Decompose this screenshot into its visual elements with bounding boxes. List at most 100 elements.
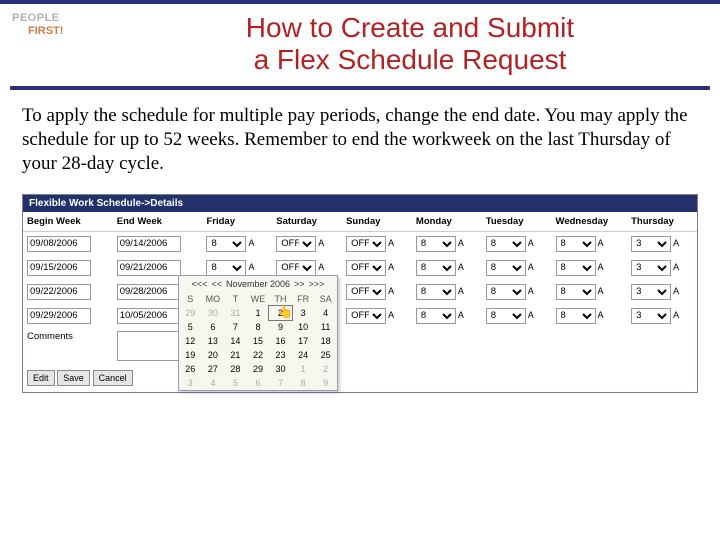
hours-select[interactable]: 8 (556, 260, 596, 276)
hours-select[interactable]: 8 (416, 260, 456, 276)
col-tuesday: Tuesday (482, 212, 552, 232)
calendar-day-cell[interactable]: 4 (314, 306, 337, 320)
end-week-input[interactable] (117, 236, 181, 252)
save-button[interactable]: Save (57, 370, 90, 386)
calendar-day-cell[interactable]: 28 (224, 362, 247, 376)
hours-select[interactable]: OFF (276, 260, 316, 276)
hours-select[interactable]: 8 (416, 308, 456, 324)
calendar-day-cell[interactable]: 22 (247, 348, 270, 362)
table-row: 8AOFFAOFFA8A8A8A3A (23, 280, 697, 304)
calendar-day-cell[interactable]: 9 (269, 320, 292, 334)
am-label: A (673, 310, 679, 320)
calendar-day-cell[interactable]: 27 (202, 362, 225, 376)
end-week-input[interactable] (117, 308, 181, 324)
calendar-day-cell[interactable]: 7 (269, 376, 292, 390)
title-line-2: a Flex Schedule Request (254, 44, 567, 75)
calendar-day-cell[interactable]: 15 (247, 334, 270, 348)
am-label: A (458, 238, 464, 248)
calendar-day-cell[interactable]: 4 (202, 376, 225, 390)
hours-select[interactable]: OFF (276, 236, 316, 252)
calendar-day-cell[interactable]: 14 (224, 334, 247, 348)
hours-select[interactable]: OFF (346, 236, 386, 252)
calendar-day-cell[interactable]: 10 (292, 320, 315, 334)
am-label: A (673, 262, 679, 272)
calendar-day-header: SA (314, 292, 337, 306)
begin-week-input[interactable] (27, 284, 91, 300)
calendar-day-cell[interactable]: 19 (179, 348, 202, 362)
calendar-day-cell[interactable]: 24 (292, 348, 315, 362)
am-label: A (528, 310, 534, 320)
calendar-day-cell[interactable]: 18 (314, 334, 337, 348)
calendar-day-cell[interactable]: 1 (292, 362, 315, 376)
hours-select[interactable]: 3 (631, 308, 671, 324)
hours-select[interactable]: 8 (556, 284, 596, 300)
calendar-header-row: SMOTWETHFRSA (179, 292, 337, 306)
calendar-day-cell[interactable]: 23 (269, 348, 292, 362)
am-label: A (598, 286, 604, 296)
hours-select[interactable]: 8 (206, 260, 246, 276)
calendar-day-cell[interactable]: 29 (179, 306, 202, 320)
calendar-day-cell[interactable]: 8 (247, 320, 270, 334)
hours-select[interactable]: 8 (556, 308, 596, 324)
calendar-day-cell[interactable]: 2 (314, 362, 337, 376)
calendar-day-cell[interactable]: 11 (314, 320, 337, 334)
date-picker[interactable]: <<< << November 2006 >> >>> SMOTWETHFRSA… (178, 275, 338, 391)
hours-select[interactable]: 8 (486, 236, 526, 252)
table-row: 8AOFFAOFFA8A8A8A3A (23, 231, 697, 256)
cancel-button[interactable]: Cancel (93, 370, 133, 386)
hours-select[interactable]: OFF (346, 284, 386, 300)
calendar-day-cell[interactable]: 5 (179, 320, 202, 334)
next-month-button[interactable]: >> (294, 279, 305, 289)
calendar-day-cell[interactable]: 17 (292, 334, 315, 348)
calendar-day-cell[interactable]: 9 (314, 376, 337, 390)
calendar-day-cell[interactable]: 12 (179, 334, 202, 348)
calendar-day-cell[interactable]: 31 (224, 306, 247, 320)
hours-select[interactable]: 8 (416, 284, 456, 300)
calendar-day-cell[interactable]: 6 (247, 376, 270, 390)
month-label: November 2006 (226, 279, 290, 289)
next-year-button[interactable]: >>> (309, 279, 325, 289)
am-label: A (248, 262, 254, 272)
hours-select[interactable]: OFF (346, 260, 386, 276)
calendar-day-cell[interactable]: 8 (292, 376, 315, 390)
calendar-day-cell[interactable]: 6 (202, 320, 225, 334)
calendar-day-cell[interactable]: 25 (314, 348, 337, 362)
prev-year-button[interactable]: <<< (192, 279, 208, 289)
table-row: 8AOFFAOFFA8A8A8A3A (23, 256, 697, 280)
calendar-day-cell[interactable]: 30 (269, 362, 292, 376)
hours-select[interactable]: OFF (346, 308, 386, 324)
end-week-input[interactable] (117, 284, 181, 300)
hours-select[interactable]: 3 (631, 260, 671, 276)
hours-select[interactable]: 8 (486, 260, 526, 276)
edit-button[interactable]: Edit (27, 370, 55, 386)
begin-week-input[interactable] (27, 308, 91, 324)
calendar-day-cell[interactable]: 26 (179, 362, 202, 376)
calendar-day-cell[interactable]: 21 (224, 348, 247, 362)
hours-select[interactable]: 8 (206, 236, 246, 252)
end-week-input[interactable] (117, 260, 181, 276)
am-label: A (458, 310, 464, 320)
calendar-day-cell[interactable]: 29 (247, 362, 270, 376)
hours-select[interactable]: 8 (556, 236, 596, 252)
calendar-day-cell[interactable]: 1 (247, 306, 270, 320)
begin-week-input[interactable] (27, 260, 91, 276)
calendar-day-cell[interactable]: 2 (269, 306, 292, 320)
hours-select[interactable]: 8 (486, 308, 526, 324)
calendar-day-cell[interactable]: 3 (179, 376, 202, 390)
hours-select[interactable]: 8 (416, 236, 456, 252)
calendar-day-cell[interactable]: 7 (224, 320, 247, 334)
calendar-day-cell[interactable]: 16 (269, 334, 292, 348)
calendar-day-cell[interactable]: 13 (202, 334, 225, 348)
calendar-day-cell[interactable]: 20 (202, 348, 225, 362)
begin-week-input[interactable] (27, 236, 91, 252)
calendar-day-cell[interactable]: 30 (202, 306, 225, 320)
calendar-day-cell[interactable]: 5 (224, 376, 247, 390)
col-saturday: Saturday (272, 212, 342, 232)
am-label: A (388, 286, 394, 296)
calendar-day-cell[interactable]: 3 (292, 306, 315, 320)
hours-select[interactable]: 8 (486, 284, 526, 300)
hours-select[interactable]: 3 (631, 236, 671, 252)
prev-month-button[interactable]: << (211, 279, 222, 289)
hours-select[interactable]: 3 (631, 284, 671, 300)
am-label: A (598, 262, 604, 272)
